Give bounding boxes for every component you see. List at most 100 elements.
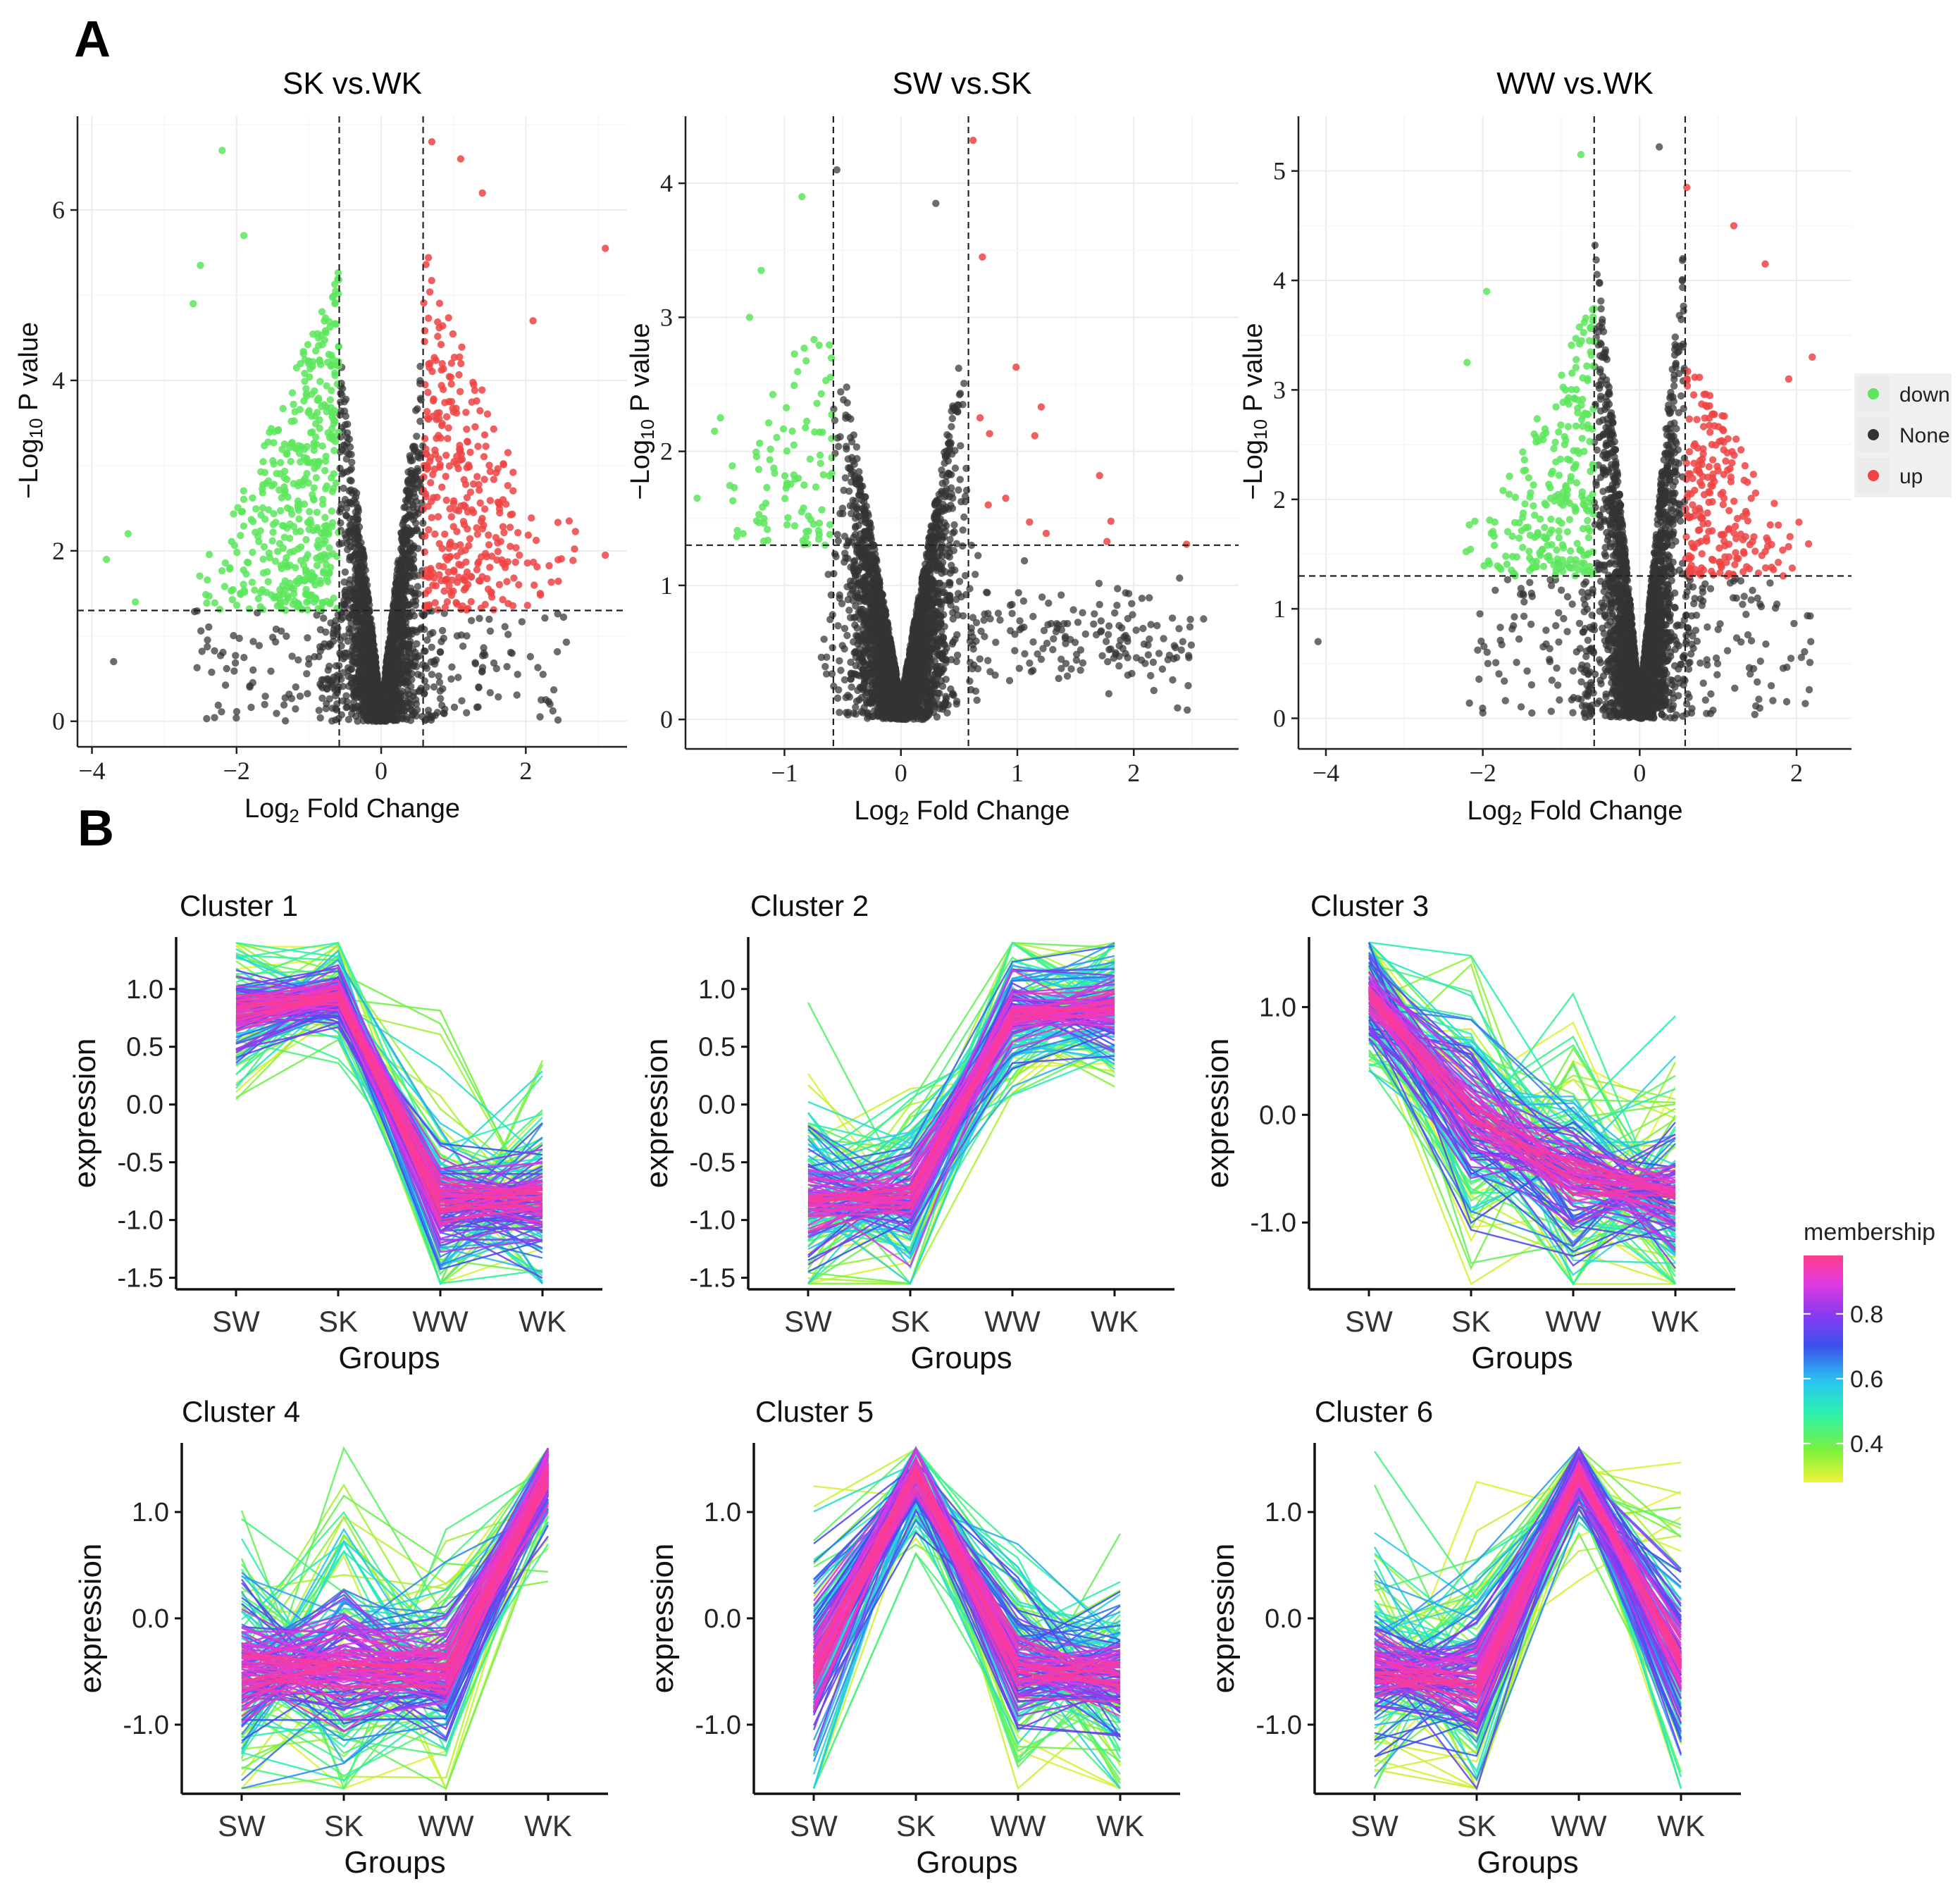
point-up xyxy=(421,327,429,335)
point-none xyxy=(457,631,466,639)
point-down xyxy=(249,548,256,557)
point-up xyxy=(509,487,517,495)
point-none xyxy=(292,683,299,691)
point-up xyxy=(445,314,452,322)
point-none xyxy=(427,658,435,666)
point-up xyxy=(492,469,500,477)
point-none xyxy=(221,681,230,689)
point-none xyxy=(368,631,376,639)
point-none xyxy=(273,709,280,717)
point-none xyxy=(948,484,955,492)
point-down xyxy=(287,457,294,466)
point-none xyxy=(362,585,370,594)
point-none xyxy=(507,648,515,657)
point-down xyxy=(201,590,210,599)
panel-label-a: A xyxy=(74,11,111,68)
point-up xyxy=(469,378,477,386)
point-none xyxy=(387,625,395,633)
point-none xyxy=(334,686,342,694)
point-none xyxy=(342,412,349,420)
point-up xyxy=(486,564,494,571)
point-none xyxy=(554,716,562,724)
point-none xyxy=(417,671,426,680)
point-down xyxy=(323,382,330,390)
point-none xyxy=(415,688,423,695)
point-none xyxy=(342,704,350,712)
point-none xyxy=(332,716,340,724)
point-none xyxy=(841,624,849,633)
point-up xyxy=(421,548,428,556)
point-none xyxy=(408,608,416,616)
point-none xyxy=(486,627,495,635)
point-up xyxy=(494,498,502,506)
point-none xyxy=(368,695,376,702)
point-up xyxy=(435,299,444,307)
point-down xyxy=(273,469,280,478)
point-down xyxy=(290,480,297,488)
point-down xyxy=(264,438,272,446)
point-none xyxy=(413,433,421,440)
point-down xyxy=(319,495,327,503)
point-down xyxy=(310,484,318,492)
point-up xyxy=(425,586,433,595)
point-up xyxy=(466,448,474,457)
point-none xyxy=(346,514,354,523)
point-down xyxy=(240,232,248,240)
point-up xyxy=(442,496,450,504)
point-up xyxy=(509,469,517,476)
point-down xyxy=(302,535,310,544)
point-none xyxy=(459,643,467,650)
point-up xyxy=(515,581,523,589)
point-none xyxy=(211,647,218,655)
point-down xyxy=(313,554,321,562)
point-up xyxy=(480,476,488,483)
point-up xyxy=(486,468,494,476)
point-up xyxy=(442,577,449,585)
point-none xyxy=(534,664,542,671)
point-up xyxy=(421,337,428,345)
point-none xyxy=(467,616,476,624)
point-up xyxy=(554,519,562,526)
point-down xyxy=(325,530,333,538)
point-down xyxy=(290,417,298,425)
point-down xyxy=(296,406,304,414)
point-none xyxy=(562,638,571,646)
point-none xyxy=(240,654,248,662)
point-up xyxy=(462,409,470,416)
point-down xyxy=(249,518,257,526)
point-none xyxy=(343,698,351,706)
point-down xyxy=(102,555,111,564)
point-up xyxy=(432,356,440,364)
point-up xyxy=(503,578,511,585)
point-none xyxy=(355,571,364,578)
point-none xyxy=(953,657,960,666)
point-none xyxy=(278,627,285,635)
point-down xyxy=(277,507,285,515)
point-up xyxy=(435,562,443,570)
point-none xyxy=(345,716,353,724)
point-none xyxy=(332,705,340,712)
point-up xyxy=(514,528,522,537)
point-none xyxy=(249,666,257,674)
point-up xyxy=(463,426,471,433)
point-down xyxy=(321,327,330,335)
point-none xyxy=(342,504,351,512)
point-none xyxy=(841,474,850,482)
point-none xyxy=(364,667,372,675)
point-none xyxy=(204,636,211,644)
point-none xyxy=(454,674,462,681)
point-down xyxy=(266,554,274,562)
point-none xyxy=(315,707,323,714)
point-down xyxy=(316,378,324,385)
point-up xyxy=(463,464,471,471)
point-down xyxy=(308,569,316,577)
point-none xyxy=(365,683,373,691)
point-none xyxy=(951,464,960,472)
point-up xyxy=(510,574,518,582)
point-down xyxy=(316,424,323,433)
point-none xyxy=(478,668,486,676)
point-none xyxy=(397,650,405,658)
point-up xyxy=(447,373,455,381)
point-none xyxy=(198,647,206,655)
